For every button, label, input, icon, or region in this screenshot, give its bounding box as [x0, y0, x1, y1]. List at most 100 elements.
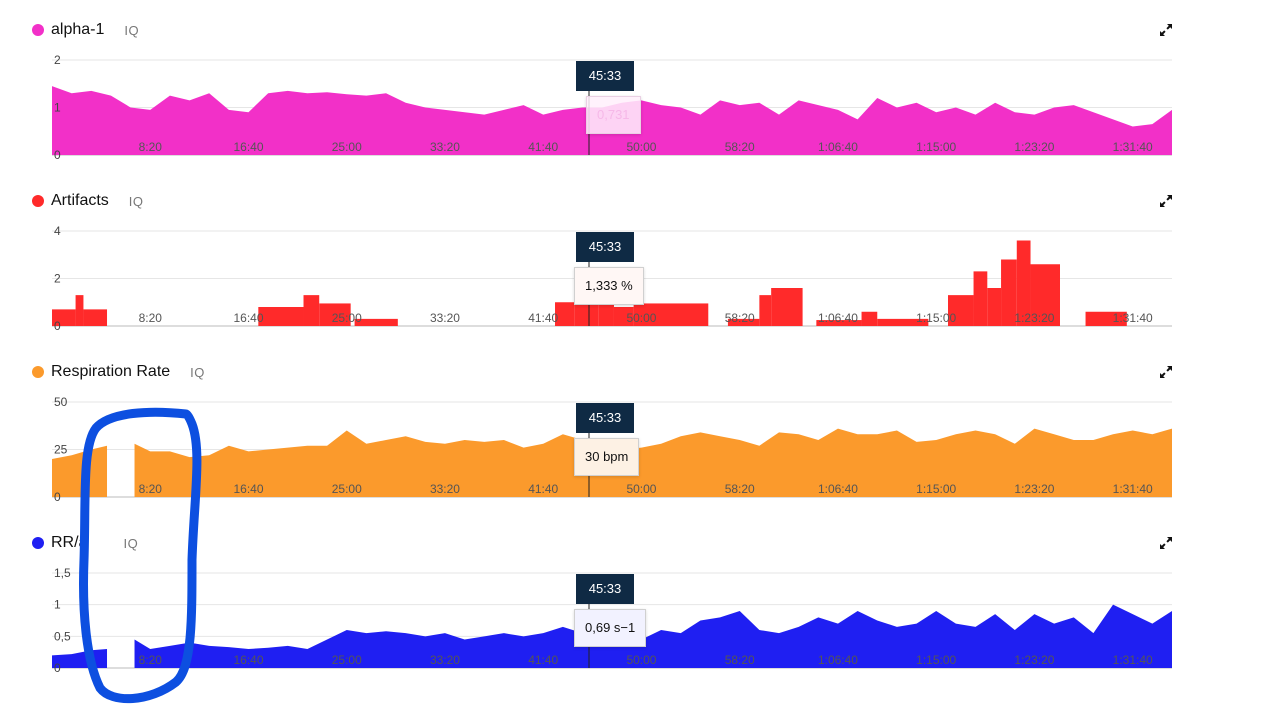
x-tick-label: 50:00	[626, 311, 656, 325]
x-tick-label: 58:20	[725, 311, 755, 325]
x-tick-label: 16:40	[233, 653, 263, 667]
area-bar	[319, 303, 351, 326]
y-tick-label: 0	[54, 148, 61, 162]
x-tick-label: 1:06:40	[818, 140, 858, 154]
area-bar	[771, 288, 803, 326]
area-bar	[75, 295, 84, 326]
x-tick-label: 8:20	[139, 653, 163, 667]
alpha-cursor-time: 45:33	[576, 61, 634, 91]
rr-tooltip: 0,69 s−1	[574, 609, 647, 647]
x-tick-label: 8:20	[139, 311, 163, 325]
area-bar	[1016, 240, 1031, 326]
x-tick-label: 33:20	[430, 482, 460, 496]
x-tick-label: 33:20	[430, 140, 460, 154]
y-tick-label: 0	[54, 490, 61, 504]
area-bar	[598, 304, 614, 326]
x-tick-label: 58:20	[725, 653, 755, 667]
alpha-title: alpha-1	[51, 21, 105, 38]
area-series	[134, 604, 1172, 668]
x-tick-label: 41:40	[528, 482, 558, 496]
x-tick-label: 58:20	[725, 482, 755, 496]
respiration-iq-label[interactable]: IQ	[190, 364, 205, 380]
y-tick-label: 25	[54, 443, 68, 457]
alpha-header: alpha-1 IQ	[32, 20, 139, 40]
x-tick-label: 25:00	[332, 653, 362, 667]
area-bar	[354, 318, 398, 326]
y-tick-label: 0	[54, 661, 61, 675]
artifacts-iq-label[interactable]: IQ	[128, 193, 144, 209]
area-bar	[759, 295, 772, 326]
expand-icon[interactable]	[1158, 535, 1174, 551]
respiration-panel: Respiration Rate IQ 0 25 50 8:20 16:40 25:00 3…	[0, 342, 1276, 513]
y-tick-label: 0,5	[54, 629, 71, 643]
area-bar	[52, 309, 76, 326]
rr-cursor-time: 45:33	[576, 574, 634, 604]
artifacts-chart[interactable]: 0 2 4 8:20 16:40 25:00 33:20 41:40 50:00 58:20 1:0…	[0, 171, 1276, 342]
x-tick-label: 33:20	[430, 653, 460, 667]
x-tick-label: 1:15:00	[916, 311, 956, 325]
x-tick-label: 50:00	[626, 653, 656, 667]
area-bar	[613, 307, 634, 326]
area-bar	[948, 295, 974, 326]
x-tick-label: 1:31:40	[1113, 653, 1153, 667]
x-tick-label: 1:06:40	[818, 653, 858, 667]
artifacts-legend-dot	[32, 195, 44, 207]
y-tick-label: 2	[54, 53, 61, 67]
x-tick-label: 50:00	[626, 482, 656, 496]
artifacts-cursor-time: 45:33	[576, 232, 634, 262]
y-tick-label: 0	[54, 319, 61, 333]
x-tick-label: 1:31:40	[1113, 482, 1153, 496]
x-tick-label: 1:23:20	[1014, 311, 1054, 325]
area-bar	[861, 311, 878, 326]
respiration-header: Respiration Rate IQ	[32, 362, 205, 382]
area-bar	[973, 271, 988, 326]
y-tick-label: 2	[54, 272, 61, 286]
alpha-iq-label[interactable]: IQ	[124, 22, 140, 38]
alpha-chart[interactable]: 0 1 2 8:20 16:40 25:00 33:20 41:40 50:00 58:20 1:0…	[0, 0, 1276, 171]
x-tick-label: 1:31:40	[1113, 140, 1153, 154]
artifacts-panel: Artifacts IQ 0 2 4 8:20 16:40 25:00 33:20 41:40…	[0, 171, 1276, 342]
x-tick-label: 8:20	[139, 140, 163, 154]
rr-chart[interactable]: 0 0,5 1 1,5 8:20 16:40 25:00 33:20 41:40 50:00 58:…	[0, 513, 1276, 684]
area-bar	[258, 307, 304, 326]
rr-panel: RR/a IQ 0 0,5 1 1,5 8:20 16:40 25:00 33:20 41:40…	[0, 513, 1276, 684]
y-tick-label: 50	[54, 395, 68, 409]
expand-icon[interactable]	[1158, 364, 1174, 380]
x-tick-label: 1:31:40	[1113, 311, 1153, 325]
area-bar	[1085, 311, 1127, 326]
alpha-tooltip: 0,731	[586, 96, 641, 134]
x-tick-label: 16:40	[233, 482, 263, 496]
x-tick-label: 58:20	[725, 140, 755, 154]
respiration-tooltip: 30 bpm	[574, 438, 640, 476]
y-tick-label: 4	[54, 224, 61, 238]
x-tick-label: 1:15:00	[916, 653, 956, 667]
y-tick-label: 1	[54, 101, 61, 115]
artifacts-tooltip: 1,333 %	[574, 267, 644, 305]
x-tick-label: 1:23:20	[1014, 482, 1054, 496]
x-tick-label: 16:40	[233, 140, 263, 154]
x-tick-label: 50:00	[626, 140, 656, 154]
area-bar	[633, 303, 709, 326]
rr-title: RR/a	[51, 534, 88, 551]
area-bar	[727, 318, 760, 326]
area-bar	[877, 318, 929, 326]
y-tick-label: 1	[54, 598, 61, 612]
area-bar	[1001, 259, 1017, 326]
expand-icon[interactable]	[1158, 22, 1174, 38]
expand-icon[interactable]	[1158, 193, 1174, 209]
area-bar	[987, 288, 1002, 326]
respiration-legend-dot	[32, 366, 44, 378]
area-bar	[1030, 264, 1060, 326]
respiration-cursor-time: 45:33	[576, 403, 634, 433]
x-tick-label: 25:00	[332, 140, 362, 154]
x-tick-label: 41:40	[528, 311, 558, 325]
artifacts-title: Artifacts	[51, 192, 109, 209]
y-tick-label: 1,5	[54, 566, 71, 580]
area-bar	[555, 302, 575, 326]
respiration-chart[interactable]: 0 25 50 8:20 16:40 25:00 33:20 41:40 50:00 58:20 1…	[0, 342, 1276, 513]
x-tick-label: 41:40	[528, 653, 558, 667]
x-tick-label: 1:06:40	[818, 482, 858, 496]
area-bar	[303, 295, 320, 326]
area-bar	[83, 309, 108, 326]
x-tick-label: 8:20	[139, 482, 163, 496]
